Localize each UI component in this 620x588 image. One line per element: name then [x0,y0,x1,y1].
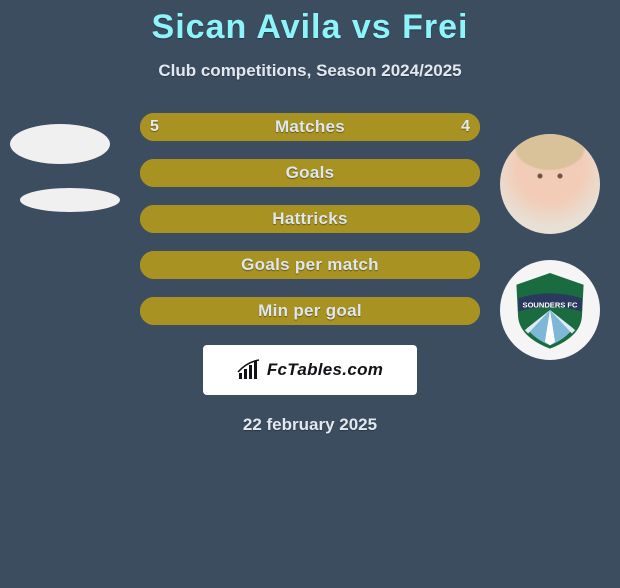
bar-label: Goals [140,159,480,187]
bars-icon [237,359,263,381]
bar-label: Matches [140,113,480,141]
bar-label: Min per goal [140,297,480,325]
bar-row-matches: 5 Matches 4 [140,113,480,141]
bar-row-hattricks: Hattricks [140,205,480,233]
bar-row-min-per-goal: Min per goal [140,297,480,325]
compare-chart: 5 Matches 4 Goals Hattricks Goals per ma… [0,113,620,325]
bar-row-goals: Goals [140,159,480,187]
bar-label: Goals per match [140,251,480,279]
bar-row-goals-per-match: Goals per match [140,251,480,279]
brand-text: FcTables.com [267,360,383,380]
page-subtitle: Club competitions, Season 2024/2025 [0,61,620,81]
date-line: 22 february 2025 [0,415,620,435]
bar-label: Hattricks [140,205,480,233]
brand-badge[interactable]: FcTables.com [203,345,417,395]
bar-value-right: 4 [461,113,470,141]
page-title: Sican Avila vs Frei [0,8,620,47]
